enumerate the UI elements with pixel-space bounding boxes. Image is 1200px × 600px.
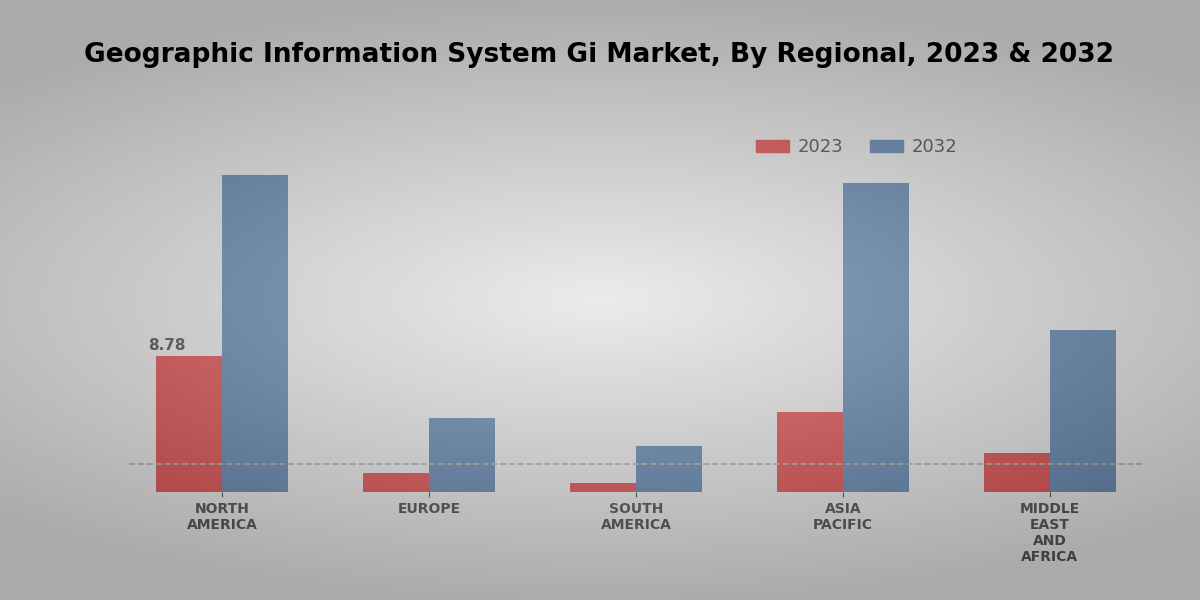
Bar (842, 183, 910, 492)
Bar (222, 175, 288, 492)
Text: Geographic Information System Gi Market, By Regional, 2023 & 2032: Geographic Information System Gi Market,… (84, 42, 1114, 68)
Bar (570, 483, 636, 492)
Bar (430, 418, 496, 492)
Legend: 2023, 2032: 2023, 2032 (749, 131, 965, 164)
Bar (1050, 329, 1116, 492)
Text: 8.78: 8.78 (149, 338, 186, 353)
Bar (776, 412, 842, 492)
Bar (636, 446, 702, 492)
Bar (362, 473, 430, 492)
Bar (156, 356, 222, 492)
Bar (984, 454, 1050, 492)
